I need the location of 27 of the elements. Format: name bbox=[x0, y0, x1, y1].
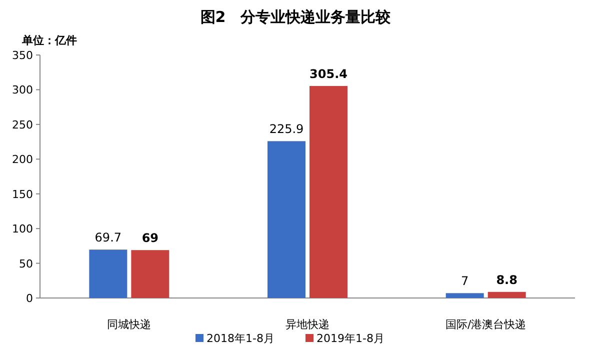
data-label: 305.4 bbox=[310, 66, 348, 81]
y-tick-label: 100 bbox=[12, 222, 33, 236]
chart-title: 图2 分专业快递业务量比较 bbox=[200, 8, 392, 26]
bar bbox=[89, 250, 128, 298]
x-tick-label: 异地快递 bbox=[286, 318, 330, 331]
legend-label: 2018年1-8月 bbox=[206, 332, 274, 345]
data-label: 8.8 bbox=[496, 272, 518, 287]
legend-label: 2019年1-8月 bbox=[316, 332, 384, 345]
data-label: 69.7 bbox=[94, 230, 122, 245]
bar bbox=[446, 293, 484, 298]
y-tick-label: 200 bbox=[12, 153, 33, 166]
y-tick-label: 50 bbox=[19, 257, 33, 270]
x-tick-label: 国际/港澳台快递 bbox=[445, 318, 526, 331]
y-tick-label: 250 bbox=[12, 118, 33, 132]
y-tick-label: 0 bbox=[26, 292, 33, 305]
y-tick-label: 350 bbox=[12, 49, 33, 62]
bar bbox=[131, 250, 170, 298]
y-tick-label: 150 bbox=[12, 188, 33, 201]
data-label: 69 bbox=[142, 231, 159, 246]
bar bbox=[310, 86, 348, 298]
y-axis-title: 单位：亿件 bbox=[21, 34, 77, 47]
data-label: 225.9 bbox=[269, 122, 304, 136]
data-label: 7 bbox=[461, 274, 469, 288]
bar bbox=[488, 292, 526, 298]
x-tick-label: 同城快递 bbox=[107, 318, 152, 331]
y-tick-label: 300 bbox=[12, 84, 33, 97]
bar bbox=[268, 141, 306, 298]
